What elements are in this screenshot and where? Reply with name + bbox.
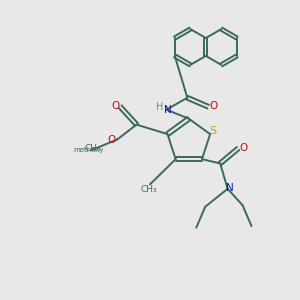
Text: N: N	[164, 105, 172, 115]
Text: N: N	[226, 183, 234, 193]
Text: O: O	[112, 101, 120, 111]
Text: methoxy: methoxy	[74, 147, 104, 153]
Text: O: O	[239, 142, 247, 153]
Text: O: O	[209, 101, 218, 111]
Text: O: O	[107, 135, 115, 146]
Text: CH₃: CH₃	[85, 144, 102, 153]
Text: H: H	[156, 102, 164, 112]
Text: CH₃: CH₃	[140, 185, 157, 194]
Text: S: S	[209, 125, 217, 136]
